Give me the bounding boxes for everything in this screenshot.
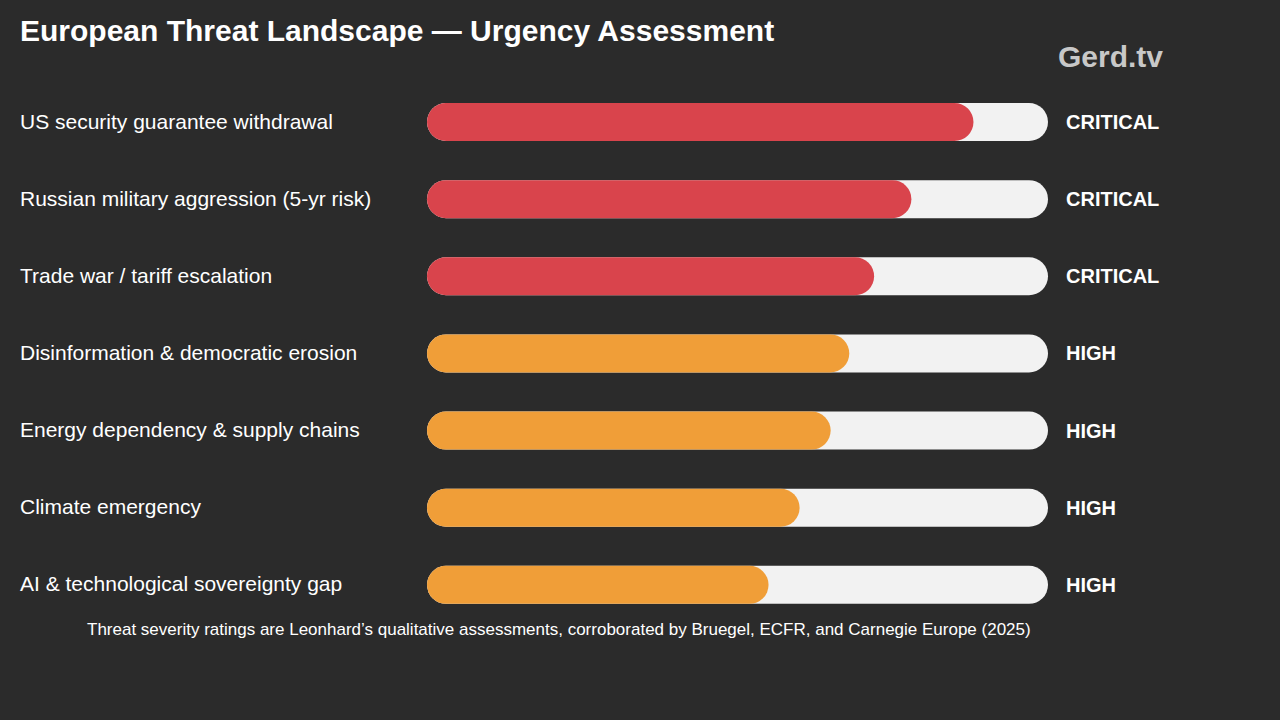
html-text:European Threat Landscape — Ur: European Threat Landscape — Urgency Asse…: [20, 14, 775, 47]
svg-text:HIGH: HIGH: [1066, 420, 1116, 442]
svg-text:CRITICAL: CRITICAL: [1066, 111, 1159, 133]
html-text:Gerd.tv: Gerd.tv: [1058, 40, 1163, 73]
svg-text:CRITICAL: CRITICAL: [1066, 265, 1159, 287]
svg-text:CRITICAL: CRITICAL: [1066, 188, 1159, 210]
svg-text:Russian military aggression (5: Russian military aggression (5-yr risk): [20, 187, 371, 210]
svg-text:HIGH: HIGH: [1066, 497, 1116, 519]
svg-text:Disinformation & democratic er: Disinformation & democratic erosion: [20, 341, 357, 364]
html-text:Threat severity ratings are Le: Threat severity ratings are Leonhard’s q…: [87, 620, 1031, 639]
svg-text:AI & technological sovereignty: AI & technological sovereignty gap: [20, 572, 342, 595]
svg-text:HIGH: HIGH: [1066, 574, 1116, 596]
svg-text:US security guarantee withdraw: US security guarantee withdrawal: [20, 110, 333, 133]
svg-text:Energy dependency & supply cha: Energy dependency & supply chains: [20, 418, 360, 441]
svg-text:HIGH: HIGH: [1066, 342, 1116, 364]
svg-text:Trade war / tariff escalation: Trade war / tariff escalation: [20, 264, 272, 287]
svg-text:Climate emergency: Climate emergency: [20, 495, 201, 518]
